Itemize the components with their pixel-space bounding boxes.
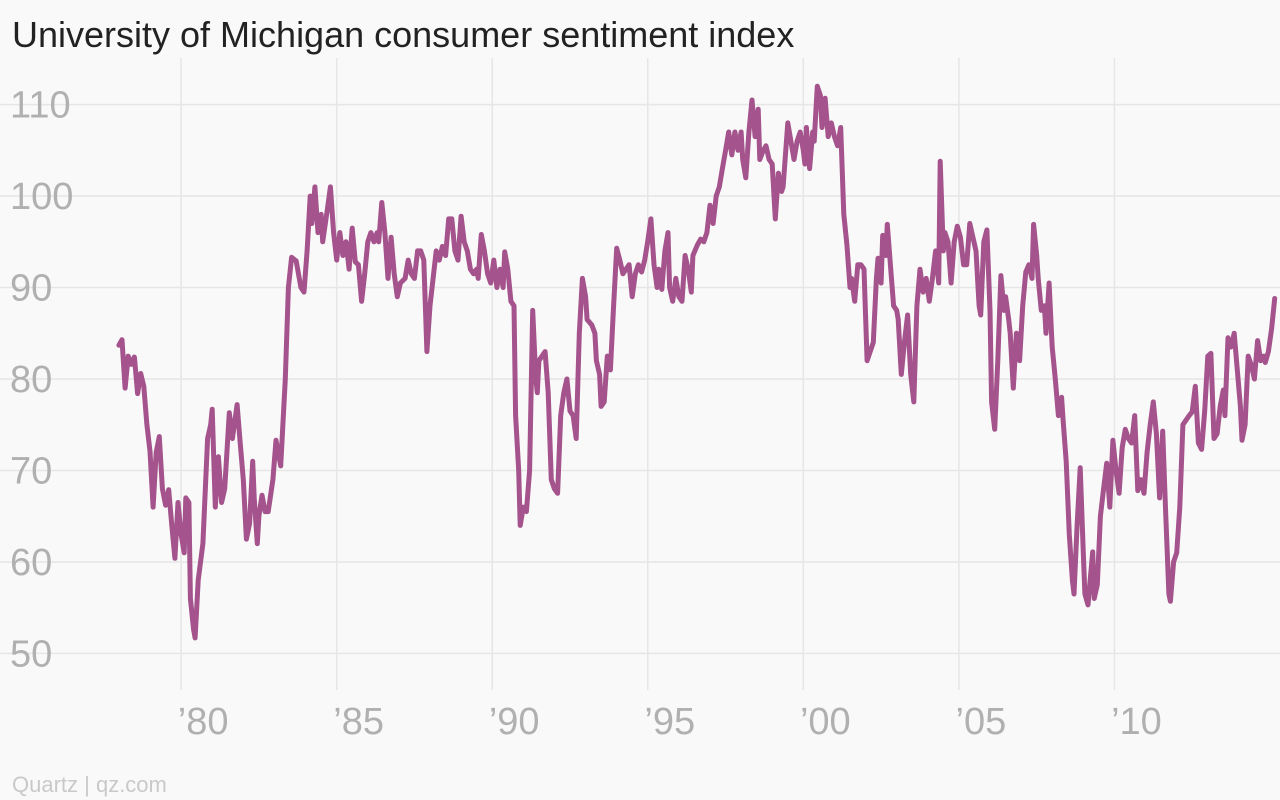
x-tick-label-2010: ’10	[1111, 701, 1162, 743]
y-tick-labels: 50 60 70 80 90 100 110	[10, 85, 73, 676]
series-layer	[116, 83, 1278, 641]
y-tick-label-110: 110	[10, 85, 71, 127]
y-tick-label-60: 60	[10, 542, 52, 584]
x-tick-label-2005: ’05	[956, 701, 1007, 743]
x-tick-label-1990: ’90	[489, 701, 540, 743]
y-tick-label-80: 80	[10, 359, 52, 401]
source-credit: Quartz | qz.com	[12, 772, 167, 797]
x-tick-label-1985: ’85	[333, 701, 384, 743]
y-tick-label-50: 50	[10, 633, 52, 675]
y-tick-label-70: 70	[10, 450, 52, 492]
x-tick-label-1980: ’80	[178, 701, 229, 743]
x-tick-labels: ’80 ’85 ’90 ’95 ’00 ’05 ’10	[178, 701, 1162, 743]
series-line-0	[116, 83, 1278, 641]
x-tick-label-1995: ’95	[644, 701, 695, 743]
x-gridlines	[180, 58, 1116, 690]
x-tick-label-2000: ’00	[800, 701, 851, 743]
y-tick-label-90: 90	[10, 268, 52, 310]
y-tick-label-100: 100	[10, 176, 73, 218]
chart-title: University of Michigan consumer sentimen…	[12, 14, 795, 55]
